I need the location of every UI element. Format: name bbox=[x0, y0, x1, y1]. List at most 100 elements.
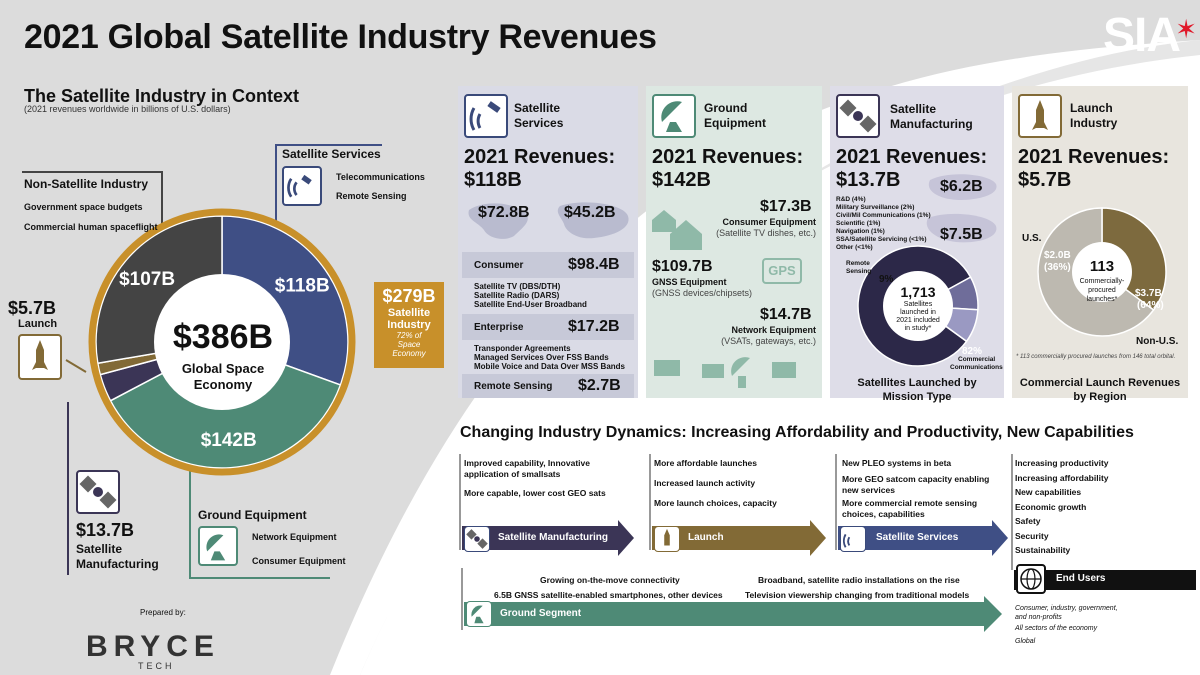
remote-value: $2.7B bbox=[578, 377, 621, 394]
satellite-industry-box: $279B Satellite Industry 72% of Space Ec… bbox=[374, 282, 444, 368]
consumer-eq-label: Consumer Equipment bbox=[722, 217, 816, 227]
launch-center-hole bbox=[1072, 242, 1132, 302]
consumer-item-3: Satellite End-User Broadband bbox=[474, 300, 587, 309]
satellite-count-label-2: launched in bbox=[900, 309, 936, 316]
breakdown-item: SSA/Satellite Servicing (<1%) bbox=[836, 236, 927, 243]
dyn-end-item-1: Increasing productivity bbox=[1015, 458, 1109, 468]
non-satellite-item-1: Government space budgets bbox=[24, 202, 143, 212]
remote-band bbox=[462, 374, 634, 398]
consumer-band bbox=[462, 252, 634, 278]
economy-label-non-satellite-industry: $107B bbox=[119, 269, 175, 290]
ground-item-2: Consumer Equipment bbox=[252, 556, 346, 566]
network-equipment-icon bbox=[654, 357, 796, 388]
manufacturing-map-value-2: $7.5B bbox=[940, 226, 983, 243]
consumer-eq-value: $17.3B bbox=[760, 198, 812, 215]
gnss-value: $109.7B bbox=[652, 258, 713, 275]
industry-label-2: Industry bbox=[387, 319, 431, 331]
remote-sensing-label-2: Sensing bbox=[846, 268, 872, 275]
ground-callout-title: Ground Equipment bbox=[198, 508, 307, 522]
satellite-count-label-4: in study* bbox=[904, 325, 932, 332]
services-rev-label: 2021 Revenues: bbox=[464, 146, 616, 168]
launch-region-donut-chart bbox=[1037, 207, 1167, 337]
ground-panel-name-1: Ground bbox=[704, 101, 748, 115]
launch-label: Launch bbox=[18, 318, 58, 330]
breakdown-item: R&D (4%) bbox=[836, 196, 866, 203]
enterprise-item-2: Managed Services Over FSS Bands bbox=[474, 353, 609, 362]
dyn-services-icon bbox=[840, 526, 866, 552]
star-icon: ✶ bbox=[1175, 14, 1197, 44]
prepared-by: Prepared by: bbox=[140, 608, 186, 617]
end-users-bar bbox=[1014, 570, 1196, 590]
launch-value: $5.7B bbox=[8, 298, 57, 318]
services-callout-title: Satellite Services bbox=[282, 147, 381, 161]
consumer-item-1: Satellite TV (DBS/DTH) bbox=[474, 282, 561, 291]
services-item-2: Remote Sensing bbox=[336, 191, 407, 201]
arrow-launch bbox=[652, 520, 826, 556]
ground-rev-value: $142B bbox=[652, 169, 711, 191]
dyn-ground-icon bbox=[466, 601, 492, 627]
enterprise-band bbox=[462, 314, 634, 340]
manufacturing-panel-name-1: Satellite bbox=[890, 102, 937, 116]
gnss-label: GNSS Equipment bbox=[652, 277, 727, 287]
dyn-services-item-3: More commercial remote sensing choices, … bbox=[842, 498, 978, 519]
launch-footnote: * 113 commercially procured launches fro… bbox=[1016, 354, 1176, 360]
dyn-services-item-2: More GEO satcom capacity enabling new se… bbox=[842, 474, 990, 495]
ground-panel-icon bbox=[652, 94, 696, 138]
dyn-ground-item-4: Television viewership changing from trad… bbox=[745, 590, 970, 600]
manufacturing-map-value-1: $6.2B bbox=[940, 178, 983, 195]
mission-type-donut-chart bbox=[857, 245, 979, 367]
manufacturing-panel-icon bbox=[836, 94, 880, 138]
dyn-end-users-label: End Users bbox=[1056, 573, 1106, 584]
launch-chart-title-1: Commercial Launch Revenues bbox=[1019, 377, 1181, 389]
bryce-logo: BRYCE bbox=[86, 630, 220, 663]
enterprise-item-3: Mobile Voice and Data Over MSS Bands bbox=[474, 362, 625, 371]
ground-rev-label: 2021 Revenues: bbox=[652, 146, 804, 168]
manufacturing-rev-value: $13.7B bbox=[836, 169, 901, 191]
bryce-logo-sub: TECH bbox=[138, 661, 175, 671]
consumer-item-2: Satellite Radio (DARS) bbox=[474, 291, 560, 300]
manufacturing-rev-label: 2021 Revenues: bbox=[836, 146, 988, 168]
network-eq-note: (VSATs, gateways, etc.) bbox=[721, 336, 816, 346]
economy-label-ground-equipment: $142B bbox=[201, 430, 257, 451]
services-panel-name-2: Services bbox=[514, 116, 564, 130]
satellite-count: 1,713 bbox=[900, 284, 936, 300]
manufacturing-panel-name-2: Manufacturing bbox=[890, 117, 973, 131]
arrow-services bbox=[838, 520, 1008, 556]
enterprise-label: Enterprise bbox=[474, 322, 524, 333]
industry-note-1: 72% of bbox=[396, 331, 422, 340]
dyn-satellite-icon bbox=[464, 526, 490, 552]
dyn-ground-item-1: Growing on-the-move connectivity bbox=[540, 575, 680, 585]
manufacturing-breakdown-list: R&D (4%) Military Surveillance (2%) Civi… bbox=[836, 196, 936, 252]
comm-label-1: Commercial bbox=[958, 356, 996, 363]
consumer-eq-note: (Satellite TV dishes, etc.) bbox=[716, 228, 816, 238]
industry-note-3: Economy bbox=[392, 349, 426, 358]
manufacturing-value: $13.7B bbox=[76, 520, 135, 540]
gnss-note: (GNSS devices/chipsets) bbox=[652, 288, 753, 298]
dyn-rocket-icon bbox=[654, 526, 680, 552]
gps-device-icon: GPS bbox=[762, 258, 802, 284]
ground-item-1: Network Equipment bbox=[252, 532, 337, 542]
dyn-end-item-6: Security bbox=[1015, 531, 1049, 541]
enterprise-item-1: Transponder Agreements bbox=[474, 344, 571, 353]
page-title: 2021 Global Satellite Industry Revenues bbox=[24, 18, 657, 56]
ground-dish-icon bbox=[198, 526, 238, 566]
context-title: The Satellite Industry in Context bbox=[24, 86, 300, 106]
mfg-center-hole bbox=[883, 271, 953, 341]
comm-label-2: Communications bbox=[950, 364, 1003, 371]
launch-chart-title-2: by Region bbox=[1073, 391, 1127, 403]
industry-label-1: Satellite bbox=[387, 307, 431, 319]
network-eq-label: Network Equipment bbox=[731, 325, 816, 335]
launch-panel-name-2: Industry bbox=[1070, 116, 1118, 130]
dyn-end-item-5: Safety bbox=[1015, 516, 1041, 526]
world-map-icon bbox=[468, 202, 629, 239]
breakdown-item: Civil/Mil Communications (1%) bbox=[836, 212, 931, 219]
dyn-ground-item-3: Broadband, satellite radio installations… bbox=[758, 575, 960, 585]
remote-sensing-pct: 9% bbox=[879, 274, 894, 285]
non-us-pct: (64%) bbox=[1137, 300, 1164, 311]
non-satellite-item-2: Commercial human spaceflight bbox=[24, 222, 158, 232]
satellite-count-label-3: 2021 included bbox=[896, 317, 940, 324]
remote-label: Remote Sensing bbox=[474, 381, 553, 392]
dyn-services-label: Satellite Services bbox=[876, 532, 959, 543]
launch-rev-label: 2021 Revenues: bbox=[1018, 146, 1170, 168]
non-satellite-title: Non-Satellite Industry bbox=[24, 177, 149, 191]
